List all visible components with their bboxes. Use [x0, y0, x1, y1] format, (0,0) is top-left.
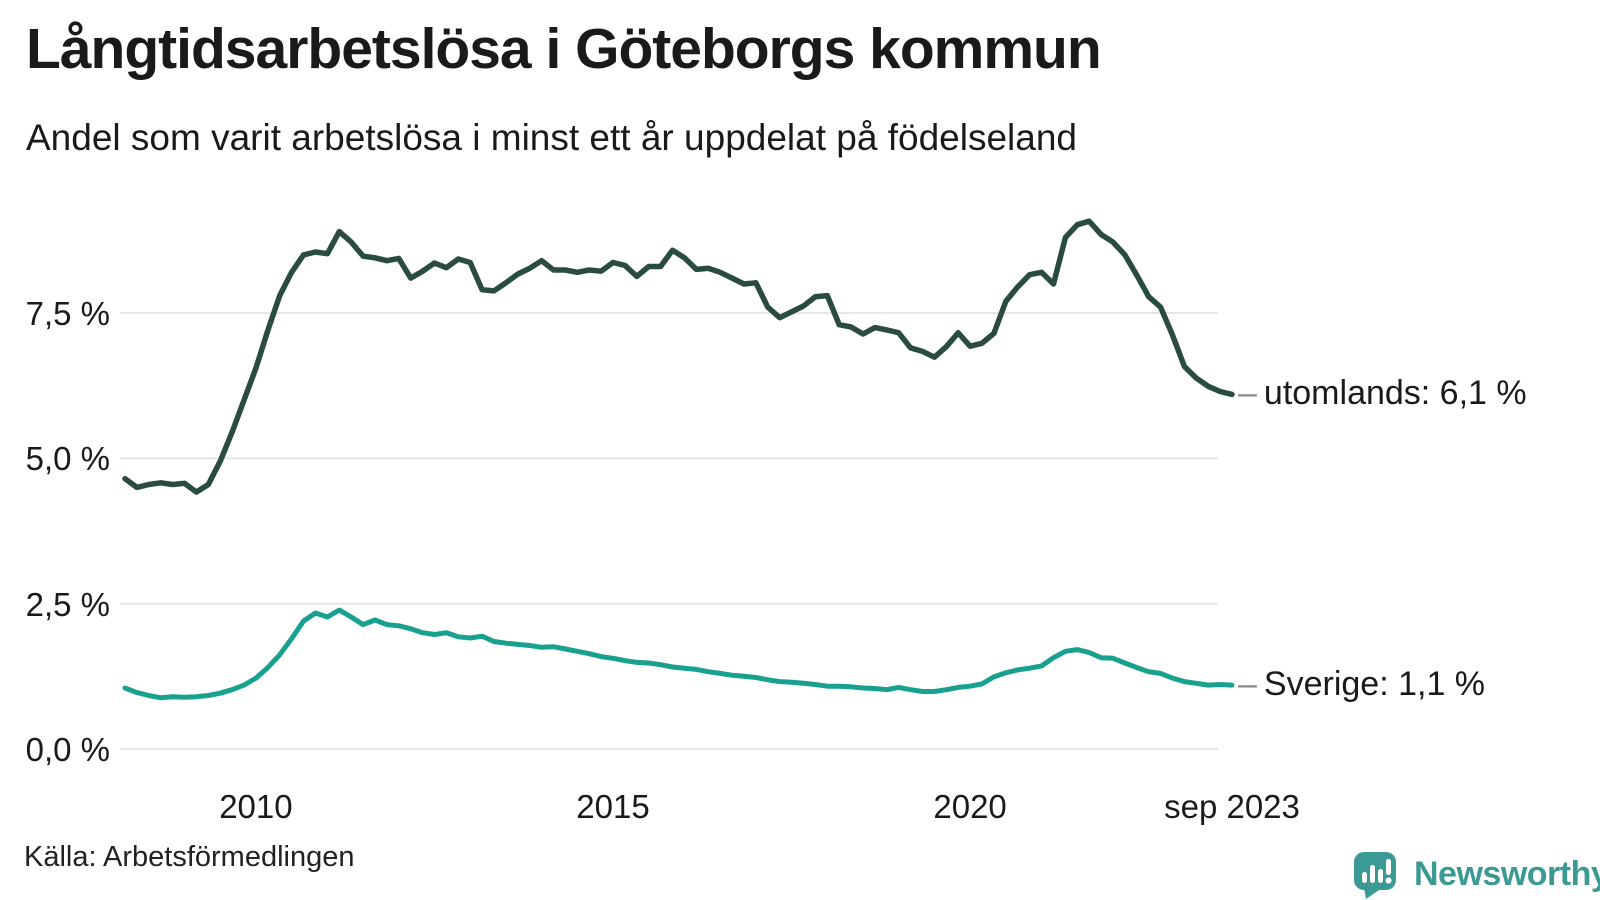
series-end-label-text: utomlands: 6,1 % [1263, 374, 1527, 413]
label-connector-dash: – [1238, 665, 1257, 704]
newsworthy-wordmark: Newsworthy [1414, 854, 1600, 893]
y-axis-tick-label: 0,0 % [25, 731, 110, 768]
x-axis-tick-label: 2015 [576, 788, 650, 825]
series-end-label-utomlands: – utomlands: 6,1 % [1238, 376, 1527, 410]
series-end-label-text: Sverige: 1,1 % [1263, 665, 1486, 704]
series-line-utomlands [122, 218, 1235, 495]
x-axis-tick-label: sep 2023 [1164, 788, 1300, 825]
x-axis-tick-label: 2010 [219, 788, 293, 825]
series-line-sverige [122, 607, 1235, 701]
label-connector-dash: – [1238, 374, 1257, 413]
page-subtitle: Andel som varit arbetslösa i minst ett å… [26, 117, 1077, 158]
newsworthy-logo: Newsworthy [1352, 848, 1600, 900]
page-title: Långtidsarbetslösa i Göteborgs kommun [26, 17, 1102, 81]
x-axis-tick-label: 2020 [933, 788, 1007, 825]
newsworthy-speech-bubble-icon [1354, 852, 1396, 899]
y-axis-tick-label: 5,0 % [25, 440, 110, 478]
source-text: Källa: Arbetsförmedlingen [24, 841, 355, 873]
y-axis-tick-label: 7,5 % [25, 295, 110, 333]
y-axis-tick-label: 2,5 % [25, 585, 110, 623]
series-end-label-sverige: – Sverige: 1,1 % [1238, 667, 1485, 701]
